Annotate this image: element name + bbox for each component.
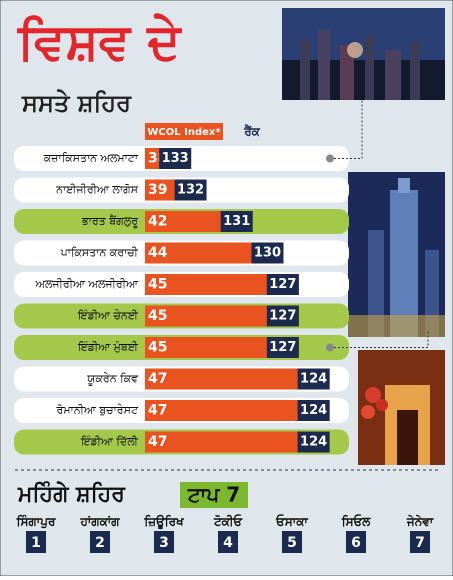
connector <box>334 330 429 348</box>
category-label: ਪਾਕਿਸਤਾਨ ਕਰਾਚੀ <box>60 246 139 259</box>
category-label: ਇੰਡੀਆ ਦਿੱਲੀ <box>80 435 139 448</box>
photo-gate <box>358 350 445 465</box>
legend-label: ਰੈਂਕ <box>243 124 260 139</box>
value-label: 47 <box>148 434 167 450</box>
connector-dot <box>326 154 334 163</box>
rank-label: 131 <box>223 214 250 229</box>
value-label: 42 <box>148 214 167 230</box>
category-label: ਕਜ਼ਾਕਿਸਤਾਨ ਅਲਮਾਟਾ <box>43 152 139 165</box>
value-label: 45 <box>148 277 167 293</box>
value-label: 44 <box>148 245 168 261</box>
chart-title: ਵਿਸ਼ਵ ਦੇ <box>16 13 182 71</box>
chart-subtitle: ਸਸਤੇ ਸ਼ਹਿਰ <box>21 89 132 117</box>
city-label: ਸਿੰਗਾਪੁਰ <box>16 514 56 529</box>
bar <box>145 274 299 295</box>
rank-label: 127 <box>269 309 296 324</box>
value-label: 47 <box>148 371 167 387</box>
section-title: ਮਹਿੰਗੇ ਸ਼ਹਿਰ <box>17 480 126 507</box>
city-label: ਸਿਓਲ <box>341 514 371 529</box>
rank-label: 127 <box>269 340 296 355</box>
rank-label: 6 <box>351 535 361 551</box>
city-label: ਹਾਂਗਕਾਂਗ <box>79 515 120 529</box>
rank-box <box>159 148 192 169</box>
rank-box <box>266 274 299 295</box>
connector <box>334 100 363 159</box>
legend-label: WCOL Index* <box>147 127 221 138</box>
connector-dot <box>326 343 334 352</box>
city-label: ਜੇਨੇਵਾ <box>406 514 434 529</box>
rank-box <box>346 531 366 553</box>
city-label: ਓਸਾਕਾ <box>275 514 308 529</box>
rank-box <box>251 242 284 264</box>
category-label: ਯੂਕਰੇਨ ਕਿਵ <box>86 372 139 385</box>
bar <box>145 305 299 327</box>
bar <box>145 337 299 358</box>
bar <box>145 431 330 453</box>
rank-box <box>297 400 330 421</box>
rank-box <box>220 211 253 232</box>
rank-box <box>282 531 302 553</box>
category-label: ਇੰਡੀਆ ਮੁੰਬਈ <box>77 341 139 354</box>
photo-city <box>282 8 445 100</box>
rank-box <box>174 179 207 201</box>
rank-label: 133 <box>162 151 189 166</box>
rank-label: 130 <box>254 246 281 261</box>
badge-box <box>180 482 248 508</box>
city-label: ਜ਼ਿਊਰਿਖ <box>143 515 185 531</box>
rank-box <box>266 305 299 327</box>
rank-box <box>266 337 299 358</box>
badge: ਟਾਪ 7 <box>187 483 240 507</box>
value-label: 39 <box>148 182 167 198</box>
category-label: ਨਾਈਜੀਰੀਆ ਲਾਗੋਸ <box>55 183 139 196</box>
category-label: ਭਾਰਤ ਬੈਂਗਲੁਰੂ <box>81 215 138 228</box>
rank-box <box>410 531 430 553</box>
bar <box>145 242 284 264</box>
rank-label: 5 <box>287 535 297 551</box>
category-label: ਇੰਡੀਆ ਚੇਨਈ <box>77 309 139 322</box>
rank-box <box>154 531 174 553</box>
rank-box <box>297 431 330 453</box>
rank-label: 127 <box>269 277 296 292</box>
rank-label: 7 <box>415 535 425 551</box>
bar <box>145 368 330 390</box>
photo-tower <box>348 172 445 337</box>
value-label: 45 <box>148 340 167 356</box>
legend-box <box>145 123 223 140</box>
value-label: 45 <box>148 308 167 324</box>
rank-label: 124 <box>300 403 327 418</box>
rank-label: 1 <box>31 535 41 551</box>
category-label: ਅਲਜੀਰੀਆ ਅਲਜੀਰੀਆ <box>35 278 140 291</box>
rank-label: 132 <box>177 183 204 198</box>
category-label: ਰੋਮਾਨੀਆ ਬੁਚਾਰੇਸਟ <box>56 404 139 417</box>
rank-label: 3 <box>159 535 169 551</box>
rank-label: 124 <box>300 435 327 450</box>
rank-label: 124 <box>300 372 327 387</box>
rank-box <box>90 531 110 553</box>
rank-box <box>297 368 330 390</box>
value-label: 47 <box>148 403 167 419</box>
bar <box>145 400 330 421</box>
rank-label: 4 <box>223 535 233 551</box>
city-label: ਟੋਕੀਓ <box>213 514 243 529</box>
rank-label: 2 <box>95 535 105 551</box>
rank-box <box>26 531 46 553</box>
rank-box <box>218 531 238 553</box>
